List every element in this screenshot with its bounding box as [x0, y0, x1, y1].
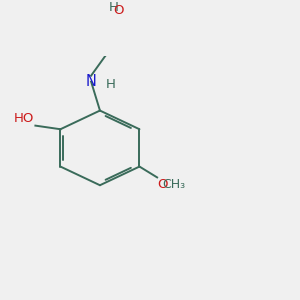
- Text: H: H: [106, 78, 116, 91]
- Text: CH₃: CH₃: [162, 178, 186, 191]
- Text: N: N: [86, 74, 97, 89]
- Text: H: H: [108, 1, 118, 14]
- Text: O: O: [113, 4, 124, 17]
- Text: O: O: [158, 178, 168, 191]
- Text: HO: HO: [14, 112, 34, 125]
